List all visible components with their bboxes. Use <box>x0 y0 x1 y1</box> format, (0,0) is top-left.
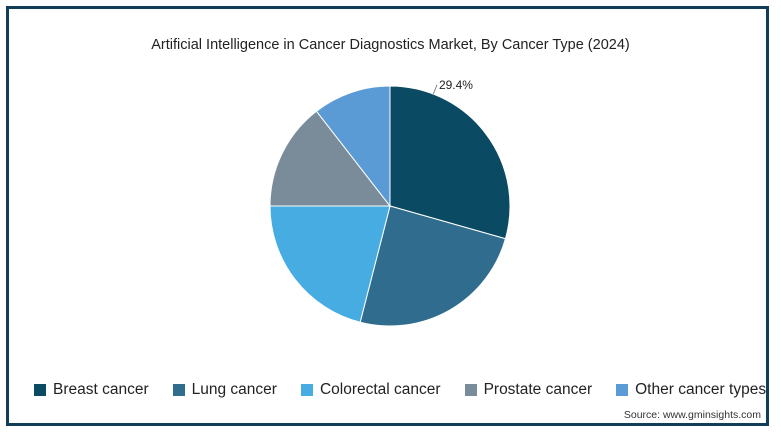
legend-item-lung-cancer: Lung cancer <box>172 381 277 399</box>
data-label: 29.4% <box>439 78 473 92</box>
legend-swatch <box>300 384 313 396</box>
legend-label: Lung cancer <box>191 381 277 398</box>
legend-item-other-cancer-types: Other cancer types <box>616 381 766 399</box>
legend-label: Prostate cancer <box>483 381 593 398</box>
pie-slice-prostate-cancer <box>269 110 392 207</box>
source-note: Source: www.gminsights.com <box>623 409 761 421</box>
legend-label: Other cancer types <box>635 381 767 398</box>
pie-slice-colorectal-cancer <box>269 205 391 323</box>
legend: Breast cancer Lung cancer Colorectal can… <box>34 379 766 401</box>
legend-swatch <box>616 384 629 396</box>
data-label-leader <box>432 84 438 95</box>
pie-slice-breast-cancer <box>389 85 511 240</box>
legend-swatch <box>34 384 46 396</box>
legend-item-colorectal-cancer: Colorectal cancer <box>300 381 441 399</box>
legend-item-prostate-cancer: Prostate cancer <box>464 381 593 399</box>
pie-slice-other-cancer-types <box>315 85 391 208</box>
legend-item-breast-cancer: Breast cancer <box>34 381 149 399</box>
legend-swatch <box>172 384 185 396</box>
legend-swatch <box>464 384 477 396</box>
chart-frame <box>6 6 769 426</box>
pie-slice-lung-cancer <box>359 205 507 327</box>
legend-label: Breast cancer <box>53 381 149 398</box>
legend-label: Colorectal cancer <box>319 381 441 398</box>
chart-title: Artificial Intelligence in Cancer Diagno… <box>151 37 630 53</box>
